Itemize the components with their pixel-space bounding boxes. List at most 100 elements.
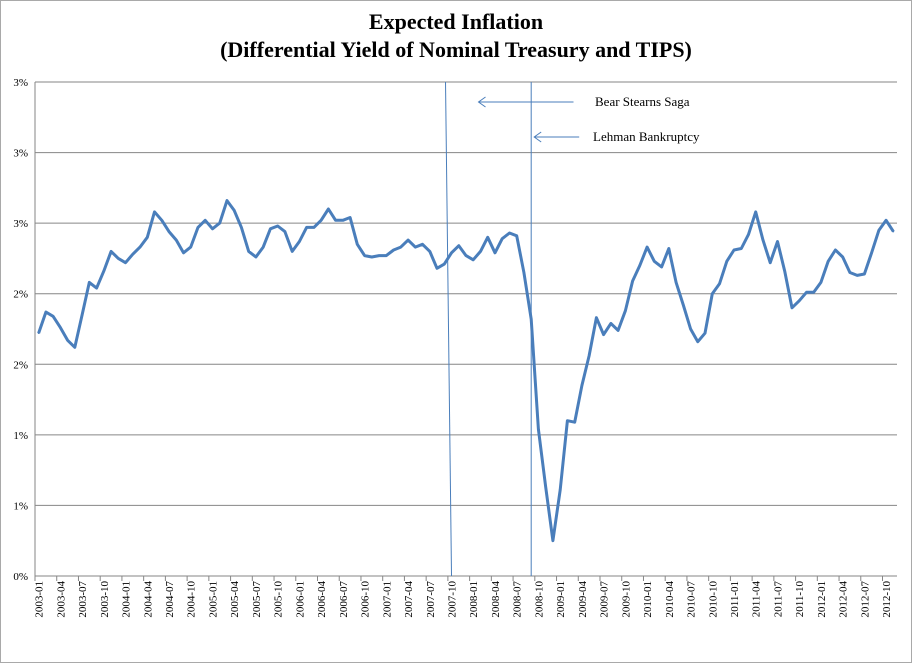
data-point bbox=[559, 489, 561, 491]
y-tick-label: 1% bbox=[13, 430, 28, 442]
x-tick-label: 2008-01 bbox=[468, 581, 480, 618]
data-point bbox=[783, 270, 786, 272]
data-point bbox=[334, 219, 337, 222]
data-point bbox=[544, 486, 547, 488]
data-point bbox=[103, 270, 105, 272]
data-point bbox=[320, 219, 322, 222]
x-tick-label: 2005-07 bbox=[251, 581, 263, 618]
data-point bbox=[581, 384, 583, 387]
x-tick-label: 2009-07 bbox=[599, 581, 611, 618]
x-tick-label: 2004-01 bbox=[121, 581, 133, 618]
data-point bbox=[298, 240, 301, 243]
data-point bbox=[834, 249, 837, 251]
data-point bbox=[602, 333, 605, 336]
data-point bbox=[682, 304, 685, 306]
data-point bbox=[610, 322, 612, 325]
x-tick-label: 2006-04 bbox=[316, 581, 328, 618]
x-tick-label: 2007-07 bbox=[425, 581, 437, 618]
data-point bbox=[726, 260, 728, 263]
data-point bbox=[530, 318, 532, 320]
x-tick-label: 2004-07 bbox=[164, 581, 176, 618]
data-point bbox=[88, 281, 91, 284]
data-point bbox=[117, 257, 120, 260]
data-point bbox=[132, 253, 134, 255]
x-tick-label: 2010-07 bbox=[686, 581, 698, 618]
x-tick-label: 2008-07 bbox=[512, 581, 524, 618]
data-point bbox=[407, 239, 409, 241]
data-point bbox=[754, 211, 757, 213]
x-tick-label: 2003-04 bbox=[55, 581, 67, 618]
x-tick-label: 2006-01 bbox=[294, 581, 306, 618]
data-point bbox=[153, 211, 156, 213]
x-tick-label: 2006-10 bbox=[360, 581, 372, 618]
data-point bbox=[59, 326, 62, 329]
y-tick-label: 3% bbox=[13, 148, 28, 160]
data-point bbox=[139, 246, 141, 248]
data-point bbox=[870, 252, 873, 254]
chart-title: Expected Inflation bbox=[368, 9, 544, 34]
x-tick-label: 2003-10 bbox=[99, 581, 111, 618]
data-point bbox=[552, 539, 554, 542]
data-point bbox=[204, 219, 206, 222]
x-tick-label: 2010-04 bbox=[664, 581, 676, 618]
data-point bbox=[168, 230, 170, 233]
data-point bbox=[363, 254, 366, 257]
data-point bbox=[305, 226, 308, 229]
data-point bbox=[508, 232, 511, 234]
data-point bbox=[414, 246, 417, 248]
x-tick-label: 2011-01 bbox=[729, 581, 741, 617]
x-tick-label: 2003-07 bbox=[77, 581, 89, 618]
data-point bbox=[668, 247, 670, 250]
data-point bbox=[197, 226, 199, 229]
data-point bbox=[110, 250, 112, 253]
data-point bbox=[37, 332, 40, 335]
data-point bbox=[291, 250, 294, 253]
data-point bbox=[429, 250, 431, 253]
data-point bbox=[233, 209, 235, 212]
data-point bbox=[479, 250, 482, 253]
data-point bbox=[747, 233, 750, 236]
data-point bbox=[501, 237, 504, 240]
x-tick-label: 2003-01 bbox=[34, 581, 46, 618]
data-point bbox=[284, 230, 286, 233]
data-point bbox=[226, 199, 228, 202]
data-point bbox=[175, 239, 178, 241]
data-point bbox=[798, 300, 800, 302]
data-point bbox=[400, 246, 402, 248]
data-point bbox=[218, 222, 221, 224]
data-point bbox=[841, 256, 844, 258]
x-tick-label: 2007-04 bbox=[403, 581, 415, 618]
data-point bbox=[537, 428, 540, 431]
data-point bbox=[863, 273, 866, 275]
data-point bbox=[885, 219, 887, 222]
data-point bbox=[342, 219, 344, 222]
x-tick-label: 2005-04 bbox=[229, 581, 241, 618]
data-point bbox=[450, 252, 453, 254]
data-point bbox=[762, 239, 764, 241]
x-tick-label: 2004-04 bbox=[142, 581, 154, 618]
data-point bbox=[704, 332, 706, 335]
x-tick-label: 2012-10 bbox=[881, 581, 893, 618]
data-point bbox=[733, 249, 735, 251]
data-point bbox=[356, 243, 359, 246]
data-point bbox=[718, 283, 721, 285]
data-point bbox=[472, 259, 475, 261]
x-tick-label: 2010-10 bbox=[707, 581, 719, 618]
data-point bbox=[189, 246, 192, 248]
x-tick-label: 2009-04 bbox=[577, 581, 589, 618]
event-line bbox=[445, 81, 453, 577]
data-point bbox=[458, 244, 460, 247]
annotation-arrow-head bbox=[533, 131, 542, 143]
data-point bbox=[631, 280, 634, 282]
data-point bbox=[827, 260, 829, 263]
chart-title-block: Expected Inflation (Differential Yield o… bbox=[0, 8, 912, 64]
data-point bbox=[124, 261, 127, 264]
annotation-arrow-head bbox=[477, 96, 486, 108]
data-point bbox=[486, 236, 489, 239]
data-point bbox=[776, 240, 779, 243]
data-point bbox=[769, 261, 771, 264]
x-tick-label: 2012-07 bbox=[859, 581, 871, 618]
data-point bbox=[675, 281, 677, 284]
